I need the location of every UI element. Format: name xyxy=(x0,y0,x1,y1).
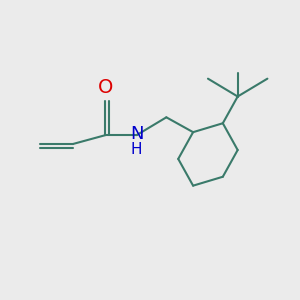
Text: N: N xyxy=(130,125,143,143)
Text: O: O xyxy=(98,78,113,98)
Text: H: H xyxy=(131,142,142,157)
